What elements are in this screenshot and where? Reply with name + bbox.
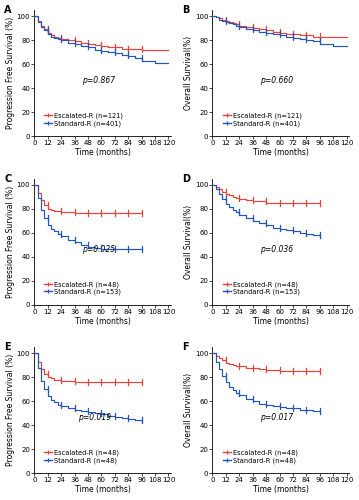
- Text: D: D: [182, 174, 190, 184]
- Legend: Escalated-R (n=48), Standard-R (n=48): Escalated-R (n=48), Standard-R (n=48): [223, 450, 298, 464]
- Text: E: E: [4, 342, 11, 352]
- Legend: Escalated-R (n=48), Standard-R (n=153): Escalated-R (n=48), Standard-R (n=153): [223, 281, 299, 295]
- X-axis label: Time (months): Time (months): [75, 148, 130, 158]
- Y-axis label: Progression Free Survival (%): Progression Free Survival (%): [5, 186, 15, 298]
- Text: F: F: [182, 342, 189, 352]
- Text: p=0.867: p=0.867: [82, 76, 115, 85]
- Y-axis label: Progression Free Survival (%): Progression Free Survival (%): [5, 17, 15, 129]
- X-axis label: Time (months): Time (months): [75, 486, 130, 494]
- Text: p=0.019: p=0.019: [78, 413, 111, 422]
- Y-axis label: Overall Survival(%): Overall Survival(%): [184, 36, 193, 110]
- Text: p=0.036: p=0.036: [260, 244, 293, 254]
- X-axis label: Time (months): Time (months): [253, 486, 309, 494]
- Text: A: A: [4, 5, 12, 15]
- Legend: Escalated-R (n=121), Standard-R (n=401): Escalated-R (n=121), Standard-R (n=401): [223, 112, 302, 126]
- X-axis label: Time (months): Time (months): [75, 317, 130, 326]
- Y-axis label: Overall Survival(%): Overall Survival(%): [184, 373, 193, 447]
- Text: p=0.017: p=0.017: [260, 413, 293, 422]
- X-axis label: Time (months): Time (months): [253, 317, 309, 326]
- Legend: Escalated-R (n=121), Standard-R (n=401): Escalated-R (n=121), Standard-R (n=401): [45, 112, 123, 126]
- Legend: Escalated-R (n=48), Standard-R (n=48): Escalated-R (n=48), Standard-R (n=48): [45, 450, 120, 464]
- Text: p=0.025: p=0.025: [82, 244, 115, 254]
- Y-axis label: Progression Free Survival (%): Progression Free Survival (%): [5, 354, 15, 467]
- Legend: Escalated-R (n=48), Standard-R (n=153): Escalated-R (n=48), Standard-R (n=153): [45, 281, 121, 295]
- Text: B: B: [182, 5, 190, 15]
- X-axis label: Time (months): Time (months): [253, 148, 309, 158]
- Text: p=0.660: p=0.660: [260, 76, 293, 85]
- Y-axis label: Overall Survival(%): Overall Survival(%): [184, 204, 193, 279]
- Text: C: C: [4, 174, 11, 184]
